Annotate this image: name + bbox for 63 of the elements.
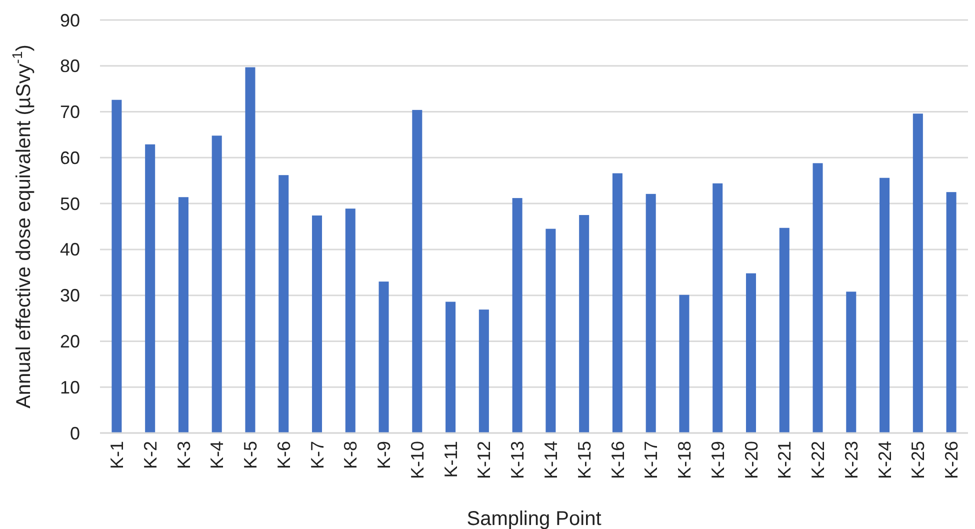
y-tick-label: 60 [60, 148, 80, 168]
x-tick-label: K-13 [508, 441, 528, 480]
x-tick-label: K-23 [841, 441, 862, 480]
bar [212, 136, 222, 433]
x-tick-label: K-14 [540, 441, 561, 480]
y-tick-label: 80 [60, 56, 80, 76]
bar [746, 273, 756, 433]
x-tick-label: K-2 [140, 441, 160, 470]
y-tick-label: 70 [60, 102, 80, 122]
bar [679, 294, 690, 433]
y-tick-label: 30 [60, 286, 80, 306]
x-tick-label: K-12 [474, 441, 494, 480]
y-tick-label: 90 [60, 10, 80, 30]
bar [512, 198, 522, 433]
x-tick-label: K-24 [874, 441, 895, 480]
bar [646, 194, 656, 433]
bar [579, 215, 590, 433]
bar [446, 302, 456, 433]
x-tick-label: K-20 [741, 441, 762, 480]
x-tick-label: K-7 [307, 441, 328, 470]
x-tick-label: K-17 [641, 441, 662, 480]
y-tick-label: 10 [60, 377, 80, 398]
x-tick-label: K-19 [708, 441, 728, 480]
y-tick-label: 20 [60, 332, 80, 352]
x-tick-label: K-5 [240, 441, 261, 470]
y-tick-label: 40 [60, 240, 80, 260]
bar [880, 178, 890, 433]
x-tick-label: K-16 [608, 441, 628, 480]
x-tick-label: K-26 [942, 441, 962, 480]
bar [779, 228, 790, 433]
bar [546, 228, 556, 433]
bar [612, 173, 622, 433]
bar [846, 292, 856, 433]
x-tick-label: K-11 [440, 441, 461, 478]
bar [378, 282, 389, 433]
bar [345, 208, 356, 433]
bar [112, 100, 122, 433]
bar [245, 67, 256, 433]
bar [278, 175, 289, 433]
x-axis-title: Sampling Point [466, 508, 602, 529]
x-tick-label: K-6 [274, 441, 294, 470]
x-tick-label: K-25 [908, 441, 928, 480]
bar [412, 110, 422, 433]
bar [812, 163, 823, 433]
bar [312, 215, 322, 433]
x-tick-label: K-9 [374, 441, 394, 470]
bar [478, 310, 489, 433]
x-tick-label: K-15 [574, 441, 594, 480]
x-tick-label: K-1 [106, 441, 127, 470]
x-tick-label: K-3 [174, 441, 194, 470]
y-tick-label: 50 [60, 194, 80, 214]
x-tick-label: K-18 [674, 441, 695, 480]
y-tick-label: 0 [70, 423, 80, 444]
x-tick-label: K-8 [340, 441, 361, 470]
x-tick-label: K-21 [774, 441, 795, 480]
bar [946, 192, 956, 433]
x-tick-label: K-22 [808, 441, 828, 480]
bar [145, 144, 156, 433]
bar [178, 197, 188, 433]
bar [712, 183, 723, 433]
x-tick-label: K-4 [207, 441, 228, 470]
x-tick-label: K-10 [407, 441, 428, 480]
bar [912, 114, 923, 433]
